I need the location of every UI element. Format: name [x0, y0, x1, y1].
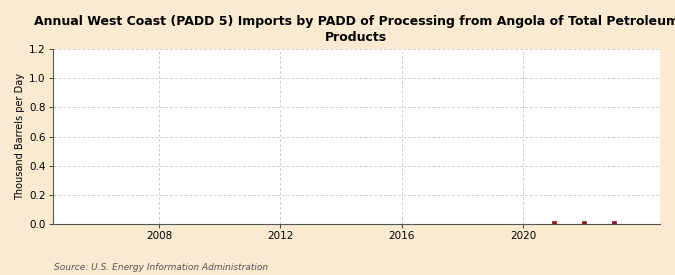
Y-axis label: Thousand Barrels per Day: Thousand Barrels per Day	[15, 73, 25, 200]
Title: Annual West Coast (PADD 5) Imports by PADD of Processing from Angola of Total Pe: Annual West Coast (PADD 5) Imports by PA…	[34, 15, 675, 44]
Text: Source: U.S. Energy Information Administration: Source: U.S. Energy Information Administ…	[54, 263, 268, 272]
